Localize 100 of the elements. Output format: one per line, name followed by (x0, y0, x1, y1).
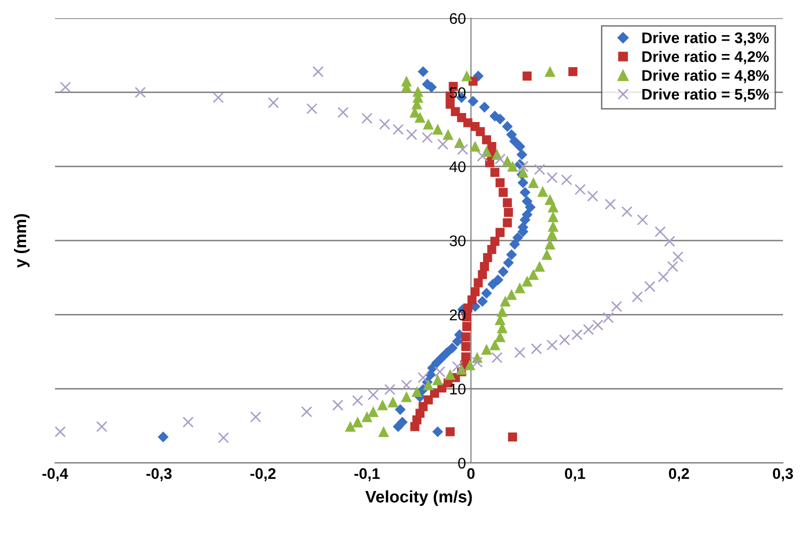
point (401, 392, 412, 402)
point (528, 178, 539, 188)
point (502, 156, 513, 166)
point (548, 221, 558, 232)
point (470, 287, 480, 296)
legend-label: Drive ratio = 3,3% (642, 32, 769, 46)
point (461, 352, 470, 362)
point (592, 320, 604, 331)
point (516, 149, 528, 160)
point (479, 102, 490, 112)
point (506, 129, 517, 140)
point (432, 124, 443, 135)
point (500, 296, 510, 307)
point (418, 372, 429, 384)
y-tick-label: 40 (449, 161, 466, 172)
point (507, 161, 518, 172)
point (422, 132, 433, 144)
point (212, 92, 224, 104)
point (544, 66, 556, 77)
point (412, 386, 422, 397)
x-tick-label: -0,2 (250, 468, 276, 482)
y-axis-title: y (mm) (14, 214, 30, 268)
point (446, 427, 455, 436)
point (534, 164, 546, 175)
point (504, 208, 513, 217)
point (384, 384, 396, 396)
point (134, 86, 146, 98)
point (442, 129, 454, 140)
point (462, 70, 472, 82)
point (498, 266, 508, 277)
point (378, 426, 389, 437)
point (361, 112, 373, 124)
point (461, 332, 470, 342)
point (491, 352, 503, 364)
point (502, 218, 512, 228)
point (431, 358, 442, 368)
point (538, 186, 548, 197)
point (602, 312, 614, 324)
point (424, 395, 433, 404)
y-tick-label: 10 (450, 384, 466, 394)
point (506, 289, 517, 300)
point (520, 187, 530, 198)
point (379, 118, 390, 130)
point (474, 278, 483, 288)
point (462, 322, 472, 332)
point (542, 249, 552, 260)
point (502, 121, 513, 132)
y-tick-label: 50 (450, 87, 466, 98)
point (546, 172, 558, 184)
point (658, 271, 669, 282)
point (571, 329, 583, 340)
point (434, 366, 446, 378)
x-tick-label: 0,3 (772, 468, 793, 482)
point (544, 194, 556, 206)
point (503, 258, 514, 268)
point (332, 400, 344, 411)
point (496, 228, 505, 237)
point (268, 97, 279, 108)
legend-label: Drive ratio = 5,5% (642, 88, 769, 102)
point (352, 395, 364, 406)
point (517, 160, 529, 172)
point (667, 260, 678, 272)
point (467, 295, 477, 304)
point (587, 190, 598, 202)
point (468, 96, 478, 107)
point (522, 72, 532, 81)
point (406, 129, 418, 140)
point (301, 406, 312, 418)
point (461, 342, 470, 352)
point (306, 103, 318, 114)
point (452, 361, 463, 372)
point (514, 346, 526, 358)
x-tick-label: 0,2 (668, 468, 689, 482)
point (444, 369, 456, 380)
point (487, 244, 496, 254)
point (464, 360, 476, 370)
point (352, 416, 363, 428)
point (482, 135, 492, 144)
point (582, 324, 594, 336)
point (400, 380, 412, 391)
point (664, 236, 676, 247)
point (518, 178, 528, 188)
point (544, 239, 556, 250)
y-tick-label: 60 (450, 13, 466, 24)
point (528, 269, 539, 280)
point (522, 196, 532, 207)
point (548, 212, 558, 222)
point (654, 226, 666, 238)
x-tick-label: -0,3 (146, 468, 172, 482)
point (512, 232, 524, 243)
point (338, 106, 349, 118)
legend-label: Drive ratio = 4,8% (642, 70, 769, 84)
point (96, 421, 108, 432)
point (436, 352, 448, 363)
point (530, 343, 542, 354)
point (470, 141, 480, 152)
point (522, 209, 532, 220)
point (250, 411, 262, 423)
point (368, 406, 378, 417)
point (492, 274, 504, 286)
